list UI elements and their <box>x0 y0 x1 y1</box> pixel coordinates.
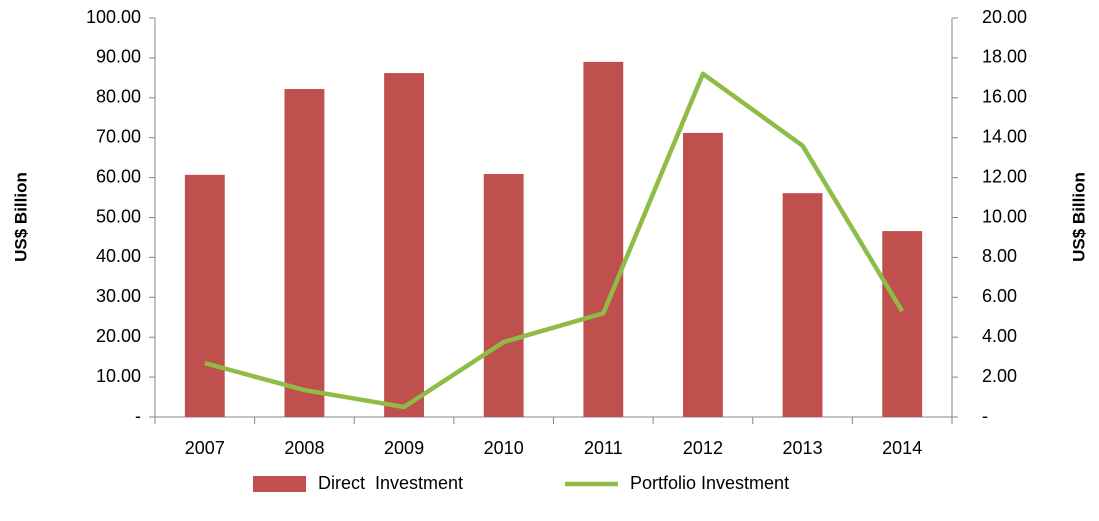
x-tick-label: 2007 <box>185 438 225 458</box>
bar <box>782 193 823 417</box>
y-tick-label: 60.00 <box>96 166 141 186</box>
y2-tick-label: 10.00 <box>982 206 1027 226</box>
y-tick-label: 50.00 <box>96 206 141 226</box>
x-tick-label: 2010 <box>484 438 524 458</box>
bar <box>384 73 424 417</box>
x-tick-label: 2008 <box>284 438 324 458</box>
x-tick-label: 2014 <box>882 438 922 458</box>
bar <box>284 89 325 417</box>
legend-label: Portfolio Investment <box>630 473 789 493</box>
bar <box>882 231 923 417</box>
y-tick-label: 40.00 <box>96 246 141 266</box>
y2-tick-label: 18.00 <box>982 47 1027 67</box>
y-tick-label: 70.00 <box>96 126 141 146</box>
x-tick-label: 2013 <box>783 438 823 458</box>
y2-tick-label: 2.00 <box>982 366 1017 386</box>
bar <box>683 132 723 418</box>
y-tick-label: 90.00 <box>96 47 141 67</box>
y-tick-label: 30.00 <box>96 286 141 306</box>
line <box>204 71 905 410</box>
y-tick-label: - <box>135 406 141 426</box>
bar <box>583 61 624 417</box>
legend-swatch <box>253 476 306 492</box>
y-tick-label: 10.00 <box>96 366 141 386</box>
y2-tick-label: 6.00 <box>982 286 1017 306</box>
y2-tick-label: 16.00 <box>982 87 1027 107</box>
legend-label: Direct Investment <box>318 473 463 493</box>
x-tick-label: 2009 <box>384 438 424 458</box>
bar <box>483 174 524 417</box>
y-axis-title: US$ Billion <box>11 172 30 262</box>
y2-tick-label: 8.00 <box>982 246 1017 266</box>
y2-tick-label: 20.00 <box>982 7 1027 27</box>
y2-tick-label: - <box>982 406 988 426</box>
y2-tick-label: 4.00 <box>982 326 1017 346</box>
y-tick-label: 80.00 <box>96 87 141 107</box>
bar <box>184 174 225 417</box>
y2-axis-title: US$ Billion <box>1069 172 1088 262</box>
x-tick-label: 2012 <box>683 438 723 458</box>
y2-tick-label: 12.00 <box>982 166 1027 186</box>
y2-tick-label: 14.00 <box>982 126 1027 146</box>
y-tick-label: 100.00 <box>86 7 141 27</box>
y-tick-label: 20.00 <box>96 326 141 346</box>
x-tick-label: 2011 <box>584 438 623 458</box>
